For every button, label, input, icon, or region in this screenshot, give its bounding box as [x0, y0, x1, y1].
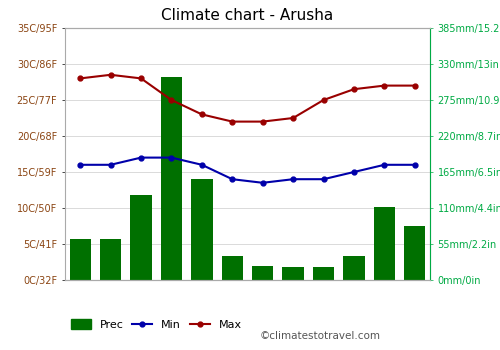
Bar — [313, 267, 334, 280]
Bar — [374, 207, 395, 280]
Bar — [252, 266, 274, 280]
Legend: Prec, Min, Max: Prec, Min, Max — [70, 320, 242, 330]
Bar — [70, 239, 91, 280]
Bar — [191, 178, 212, 280]
Bar — [282, 267, 304, 280]
Bar — [222, 256, 243, 280]
Text: ©climatestotravel.com: ©climatestotravel.com — [260, 331, 381, 341]
Bar — [404, 226, 425, 280]
Bar — [344, 256, 364, 280]
Bar — [130, 195, 152, 280]
Title: Climate chart - Arusha: Climate chart - Arusha — [162, 8, 334, 23]
Bar — [161, 77, 182, 280]
Bar — [100, 239, 122, 280]
